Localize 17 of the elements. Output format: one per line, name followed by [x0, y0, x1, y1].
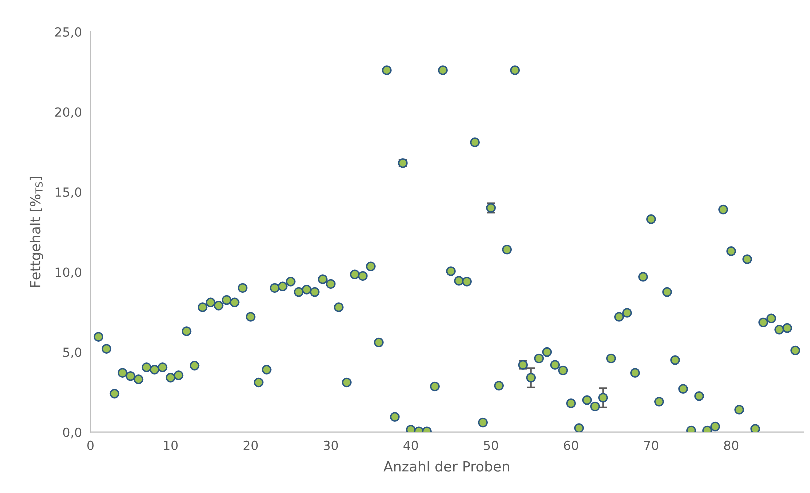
y-tick-label: 10,0 — [56, 268, 82, 278]
x-axis-title: Anzahl der Proben — [384, 461, 510, 472]
y-tick-label: 0,0 — [63, 428, 82, 439]
x-tick-label: 10 — [164, 440, 178, 450]
x-tick-label: 60 — [564, 440, 578, 450]
x-tick-label: 0 — [88, 440, 94, 450]
x-tick-label: 70 — [644, 440, 658, 450]
x-tick-label: 50 — [484, 440, 498, 450]
y-tick-label: 20,0 — [55, 108, 82, 118]
x-tick-label: 40 — [404, 440, 418, 450]
y-axis-title: Fettgehalt [%$_{TS}$] — [30, 177, 44, 288]
x-tick-label: 20 — [244, 440, 258, 450]
y-tick-label: 15,0 — [56, 188, 82, 198]
y-tick-label: 5,0 — [63, 348, 82, 358]
y-tick-label: 25,0 — [55, 28, 82, 38]
x-tick-label: 30 — [324, 440, 338, 450]
x-tick-label: 80 — [724, 440, 739, 450]
